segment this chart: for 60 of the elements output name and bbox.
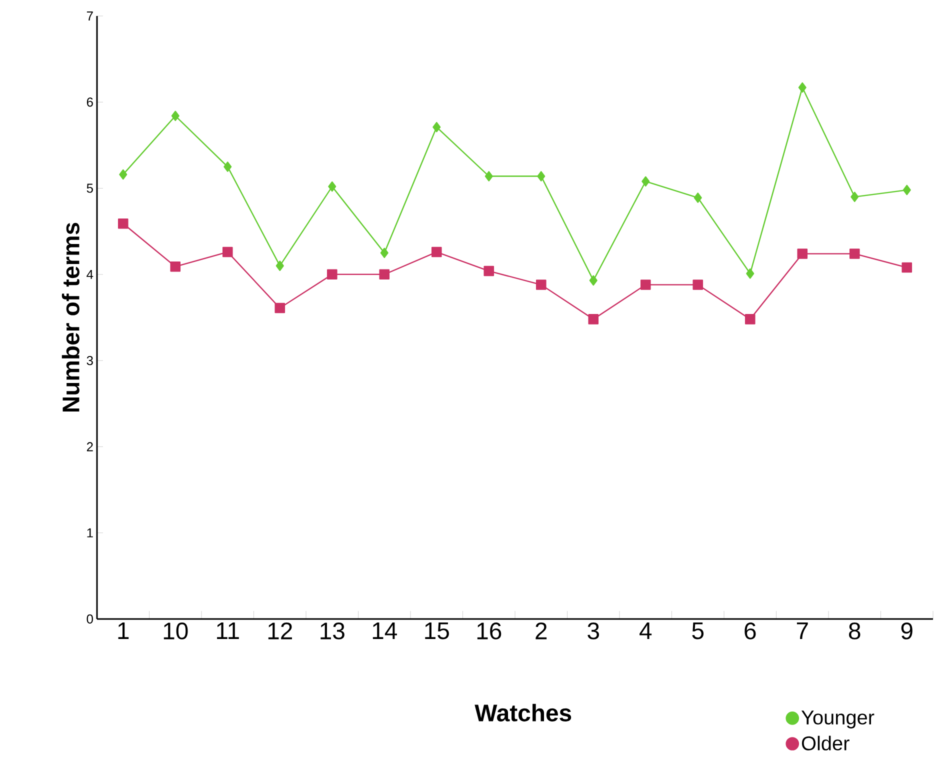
x-tick-label: 6 xyxy=(744,622,756,640)
point xyxy=(276,260,284,271)
point xyxy=(328,181,336,192)
x-tick-label: 8 xyxy=(849,622,860,640)
point xyxy=(432,122,441,132)
point xyxy=(744,314,756,324)
x-tick-label: 13 xyxy=(320,622,344,640)
y-tick-label: 5 xyxy=(86,184,93,193)
point xyxy=(640,280,651,290)
y-tick-label: 4 xyxy=(86,270,94,279)
legend-label: Younger xyxy=(801,710,874,728)
x-tick-label: 11 xyxy=(217,622,239,639)
point xyxy=(850,192,859,202)
point xyxy=(379,269,390,280)
point xyxy=(694,192,702,203)
point xyxy=(902,262,912,273)
x-tick-label: 14 xyxy=(372,622,397,639)
y-tick-label: 2 xyxy=(86,442,93,452)
x-tick-label: 5 xyxy=(692,622,704,640)
x-tick-label: 12 xyxy=(268,622,292,640)
point xyxy=(222,246,233,258)
point xyxy=(536,280,546,290)
x-tick-label: 4 xyxy=(640,622,652,639)
x-tick-label: 7 xyxy=(796,622,808,639)
point xyxy=(746,268,754,279)
y-tick-label: 3 xyxy=(86,356,93,366)
point xyxy=(326,269,338,280)
x-tick-label: 15 xyxy=(425,622,449,640)
point xyxy=(642,176,650,187)
y-axis-title: Number of terms xyxy=(62,222,80,412)
point xyxy=(902,184,911,196)
point xyxy=(119,169,128,180)
y-tick-label: 6 xyxy=(86,98,93,107)
point xyxy=(692,280,704,290)
y-tick-label: 7 xyxy=(86,12,93,20)
point xyxy=(118,218,128,229)
point xyxy=(798,82,806,93)
point xyxy=(537,171,546,182)
point xyxy=(588,314,599,324)
point xyxy=(589,275,598,286)
y-tick-label: 0 xyxy=(86,614,93,624)
point xyxy=(849,248,860,259)
x-tick-label: 1 xyxy=(118,622,129,639)
point xyxy=(484,266,494,276)
point xyxy=(484,171,493,182)
point xyxy=(224,162,232,172)
point xyxy=(171,110,180,122)
x-tick-label: 2 xyxy=(536,622,547,640)
point xyxy=(380,248,388,258)
point xyxy=(431,246,442,258)
point xyxy=(274,302,286,314)
point xyxy=(170,262,181,272)
x-tick-label: 9 xyxy=(901,622,912,640)
y-tick-label: 1 xyxy=(87,528,93,538)
x-tick-label: 3 xyxy=(588,622,599,640)
point xyxy=(797,248,808,259)
x-tick-label: 10 xyxy=(164,622,188,640)
legend-label: Older xyxy=(802,736,850,750)
x-tick-label: 16 xyxy=(477,622,502,640)
x-axis-title: Watches xyxy=(474,704,572,722)
